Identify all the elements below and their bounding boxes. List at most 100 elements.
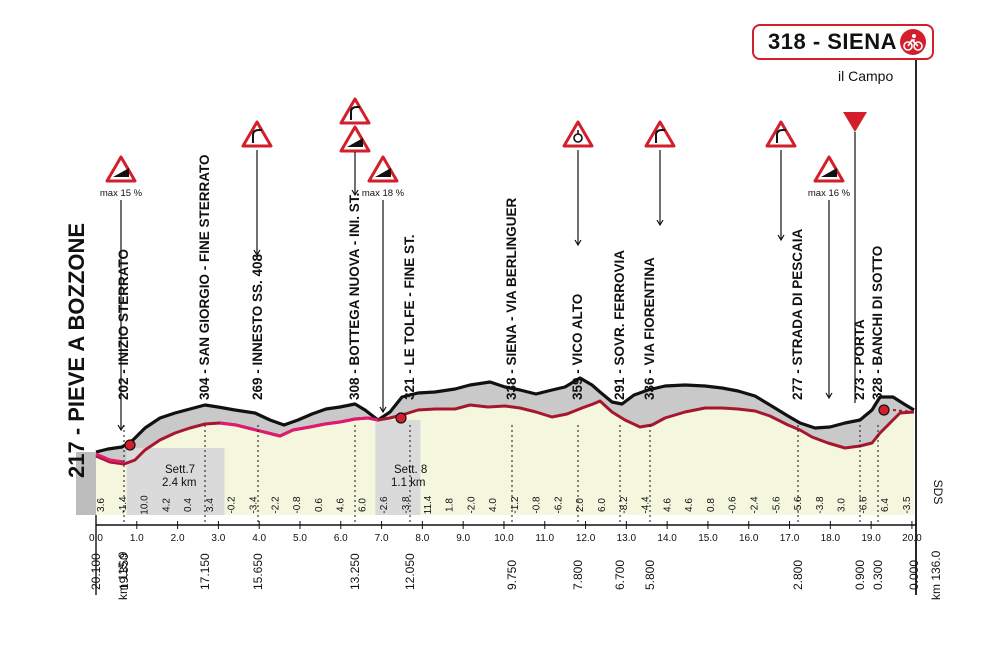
gradient-label: 4.2 [161,498,172,512]
arrow-head-icon [656,219,664,227]
gradient-label: -6.6 [858,496,869,514]
gradient-label: 6.0 [357,498,368,512]
remaining-km: 19.350 [117,553,131,590]
km-tick-label: 12.0 [576,533,596,544]
arrow-head-icon [253,249,261,257]
finish-banner: 318 - SIENA [752,24,934,60]
descent-sign-icon [339,125,371,153]
point-label: 336 - VIA FIORENTINA [642,257,657,400]
arrow-head-icon [379,406,387,414]
km-tick-label: 4.0 [252,533,266,544]
arrow-head-icon [117,424,125,432]
profile-base-fill [96,378,914,515]
steep-climb-icon [367,155,399,183]
point-label: 359 - VICO ALTO [570,294,585,400]
gradient-label: -1.2 [510,496,521,514]
gradient-label: 4.6 [336,498,347,512]
remaining-km: 0.300 [871,560,885,590]
remaining-km: 7.800 [571,560,585,590]
km-tick-label: 8.0 [415,533,429,544]
point-label: 304 - SAN GIORGIO - FINE STERRATO [197,154,212,400]
sector-length: 2.4 km [162,477,197,489]
warning-text: max 16 % [808,188,851,199]
marker-dot [878,404,890,416]
remaining-km: 0.000 [907,560,921,590]
km-tick-label: 11.0 [535,533,554,544]
gradient-label: 4.0 [488,498,499,512]
gradient-label: 2.0 [575,498,586,512]
point-label: 321 - LE TOLFE - FINE ST. [402,234,417,400]
km-tick-label: 18.0 [821,533,841,544]
arrow-head-icon [351,189,359,197]
gradient-label: -0.6 [728,496,739,514]
start-wall [76,452,96,515]
remaining-km: 6.700 [613,560,627,590]
sector-name: Sett. 8 [394,464,427,476]
marker-dot [124,439,136,451]
marker-dot [395,412,407,424]
point-label: 328 - BANCHI DI SOTTO [870,246,885,400]
sector-length: 1.1 km [391,477,426,489]
gradient-label: 3.0 [837,498,848,512]
gradient-label: -2.2 [270,496,281,514]
km-tick-label: 9.0 [456,533,470,544]
remaining-km: 2.800 [791,560,805,590]
curve-sign-icon [339,97,371,125]
gradient-label: 4.6 [684,498,695,512]
remaining-km: 0.900 [853,560,867,590]
km-tick-label: 10.0 [494,533,514,544]
gravel-line-start [95,452,125,464]
point-label: 291 - SOVR. FERROVIA [612,250,627,400]
km-start-label: km 115.9 [116,551,130,600]
warning-text: max 15 % [100,188,143,199]
km-tick-label: 3.0 [211,533,225,544]
steep-climb-icon [813,155,845,183]
gradient-label: 11.4 [423,495,434,514]
remaining-km: 17.150 [198,553,212,590]
km-tick-label: 19.0 [861,533,881,544]
km-tick-label: 17.0 [780,533,800,544]
warning-text: max 18 % [362,188,405,199]
curve-sign-icon [765,120,797,148]
remaining-km: 9.750 [505,560,519,590]
gradient-label: -2.4 [750,496,761,514]
remaining-km: 5.800 [643,560,657,590]
point-label: 202 - INIZIO STERRATO [116,249,131,400]
km-tick-label: 20.0 [902,533,922,544]
km-tick-label: 0.0 [89,533,103,544]
curve-sign-icon [241,120,273,148]
finish-label: 318 - SIENA [768,29,897,54]
remaining-km: 13.250 [348,553,362,590]
profile-top-line [95,376,915,454]
gradient-label: 6.4 [880,498,891,512]
gradient-label: -3.5 [902,496,913,514]
gradient-label: 10.0 [140,495,151,515]
remaining-km: 15.650 [251,553,265,590]
arrow-head-icon [777,234,785,242]
sector-name: Sett.7 [165,464,195,476]
point-label: 269 - INNESTO SS. 408 [250,253,265,400]
km-tick-label: 14.0 [657,533,677,544]
gradient-label: -3.4 [248,496,259,514]
km-tick-label: 15.0 [698,533,718,544]
sector-8-shading [375,420,421,515]
remaining-km: 12.050 [403,553,417,590]
gradient-label: 0.8 [706,498,717,512]
cyclist-icon [900,29,926,55]
curve-sign-icon [644,120,676,148]
sector-7-shading [126,448,225,515]
point-label: 338 - SIENA - VIA BERLINGUER [504,197,519,400]
gradient-label: -5.6 [771,496,782,514]
gradient-label: -5.6 [793,496,804,514]
sds-label: SDS [931,480,945,505]
point-label: 273 - PORTA [852,319,867,400]
gradient-label: -3.8 [401,496,412,514]
km-tick-label: 13.0 [617,533,637,544]
km-end-label: km 136.0 [929,550,943,600]
arrow-head-icon [574,239,582,247]
gradient-label: -8.2 [619,496,630,514]
km-tick-label: 6.0 [334,533,348,544]
gravel-line [219,416,379,438]
km-tick-label: 5.0 [293,533,307,544]
